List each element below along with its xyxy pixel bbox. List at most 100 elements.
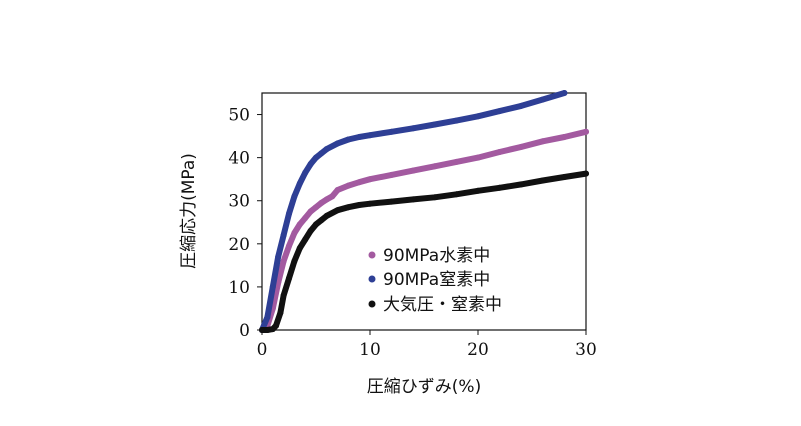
data-point (334, 140, 341, 147)
data-point (280, 232, 287, 239)
plot-frame (261, 92, 587, 331)
data-point (518, 102, 525, 109)
legend-label-0: 90MPa水素中 (383, 246, 490, 266)
y-tick-label: 40 (228, 149, 250, 169)
data-point (453, 191, 460, 198)
data-point (302, 169, 309, 176)
data-point (264, 327, 271, 333)
data-point (583, 170, 589, 177)
data-point (286, 275, 292, 282)
legend-label-1: 90MPa窒素中 (383, 270, 490, 290)
data-point (296, 180, 303, 187)
x-tick-label: 20 (467, 340, 489, 360)
data-point (318, 150, 325, 157)
data-point (318, 199, 325, 206)
data-point (561, 174, 568, 180)
data-point (323, 196, 330, 203)
data-point (291, 193, 298, 200)
data-point (388, 171, 395, 178)
legend-label-2: 大気圧・窒素中 (383, 295, 502, 315)
data-point (475, 187, 481, 194)
data-point (496, 149, 503, 155)
series-line-2 (259, 170, 589, 333)
data-point (539, 96, 546, 103)
y-tick-label: 50 (228, 106, 250, 126)
y-tick-label: 10 (228, 278, 250, 298)
data-point (280, 292, 287, 299)
data-point (269, 283, 276, 290)
data-point (296, 245, 303, 252)
data-point (273, 322, 279, 329)
data-point (334, 207, 341, 214)
y-axis-title: 圧縮応力(MPa) (179, 153, 199, 269)
data-point (431, 194, 438, 201)
legend: 90MPa水素中 90MPa窒素中 大気圧・窒素中 (368, 246, 502, 315)
x-axis-title: 圧縮ひずみ(%) (367, 377, 481, 397)
data-point (296, 221, 303, 228)
data-point (302, 236, 309, 243)
data-point (356, 179, 363, 186)
x-axis-ticks: 0 10 20 30 (257, 330, 597, 360)
data-point (388, 198, 395, 205)
x-tick-label: 30 (575, 340, 597, 360)
data-point (313, 154, 319, 161)
data-point (345, 182, 352, 189)
data-point (356, 134, 363, 140)
y-tick-label: 30 (228, 192, 250, 212)
data-point (475, 113, 481, 120)
data-point (431, 121, 438, 128)
data-point (286, 210, 292, 217)
data-point (323, 146, 330, 152)
data-point (518, 181, 525, 188)
data-point (307, 208, 314, 215)
data-point (334, 187, 341, 193)
data-point (367, 132, 373, 139)
data-point (329, 193, 336, 200)
data-point (345, 136, 352, 143)
data-point (496, 108, 503, 115)
data-point (431, 163, 438, 170)
data-point (318, 217, 325, 224)
x-tick-label: 0 (257, 340, 268, 360)
data-point (264, 314, 271, 321)
data-point (280, 258, 287, 265)
y-tick-label: 20 (228, 235, 250, 255)
data-point (453, 117, 460, 124)
data-point (356, 202, 363, 208)
data-point (539, 177, 546, 184)
legend-marker-2 (368, 300, 376, 308)
data-point (539, 138, 546, 145)
data-point (496, 184, 503, 191)
data-point (313, 204, 319, 211)
legend-marker-0 (368, 251, 376, 259)
data-point (259, 327, 265, 333)
x-tick-label: 10 (359, 340, 381, 360)
data-point (302, 215, 309, 221)
data-point (277, 309, 284, 316)
data-point (307, 161, 314, 168)
data-point (313, 221, 319, 228)
data-point (286, 243, 292, 249)
data-point (388, 128, 395, 135)
data-point (275, 253, 282, 260)
series-line-1 (259, 90, 568, 333)
data-point (291, 230, 298, 236)
data-point (410, 196, 417, 203)
data-point (367, 200, 373, 207)
data-point (307, 227, 314, 234)
data-point (367, 176, 373, 183)
data-point (323, 212, 330, 219)
legend-marker-1 (368, 275, 376, 283)
data-point (561, 134, 568, 140)
series-layer (259, 90, 589, 333)
data-point (345, 204, 352, 211)
data-point (410, 125, 417, 132)
data-point (291, 258, 298, 265)
data-point (518, 143, 525, 150)
data-point (410, 167, 417, 174)
data-point (561, 90, 568, 96)
y-axis-ticks: 0 10 20 30 40 50 (228, 106, 262, 341)
data-point (453, 158, 460, 165)
y-tick-label: 0 (239, 321, 250, 341)
